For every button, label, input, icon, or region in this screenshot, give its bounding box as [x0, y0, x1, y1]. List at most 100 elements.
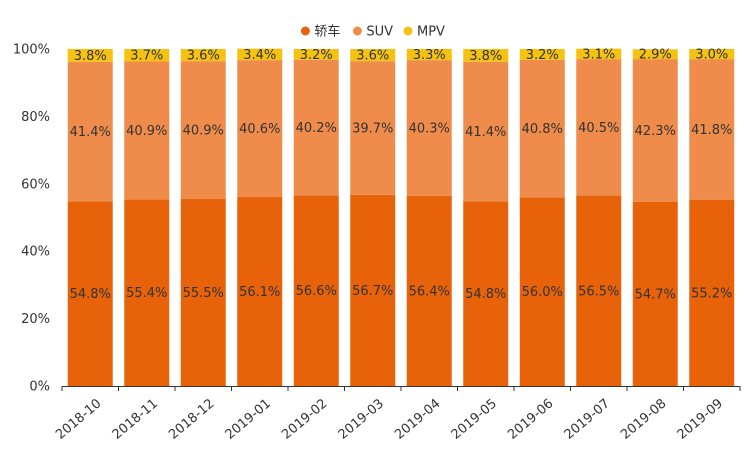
bar-segment[interactable] [632, 49, 678, 60]
bar-segment[interactable] [689, 59, 735, 200]
bar-segment[interactable] [689, 199, 735, 386]
bar-segment[interactable] [237, 48, 283, 61]
bar-segment[interactable] [632, 59, 678, 202]
x-tick-label: 2019-09 [675, 396, 726, 442]
bar-segment[interactable] [519, 49, 565, 60]
y-tick-label: 40% [21, 245, 50, 260]
bar-segment[interactable] [180, 49, 226, 62]
data-label: 3.0% [695, 48, 728, 63]
data-label: 56.5% [578, 284, 619, 299]
x-tick-label: 2019-05 [449, 396, 500, 442]
y-tick-label: 60% [21, 177, 50, 192]
x-axis: 2018-10 2018-11 2018-12 2019-01 2019-02 2019-… [53, 386, 741, 443]
data-label: 3.1% [582, 47, 615, 62]
data-label: 56.7% [352, 284, 393, 299]
data-label: 54.8% [70, 287, 111, 302]
x-tick-label: 2019-02 [279, 396, 330, 442]
bar-segment[interactable] [406, 60, 452, 196]
chart-legend: 轿车 SUV MPV [300, 24, 446, 40]
bar-segment[interactable] [463, 61, 509, 202]
legend-label-0: 轿车 [314, 24, 340, 40]
x-tick-label: 2018-11 [110, 396, 161, 442]
bar-segment[interactable] [180, 198, 226, 386]
data-label: 55.4% [126, 286, 167, 301]
bar-segment[interactable] [67, 201, 113, 386]
bar-segment[interactable] [576, 59, 622, 196]
data-label: 40.6% [239, 122, 280, 137]
data-labels: 54.8% 41.4% 3.8% 55.4% 40.9% 3.7% 55.5% 40.9% 3.… [70, 47, 733, 302]
y-tick-label: 100% [13, 43, 50, 58]
legend-label-2: MPV [417, 25, 445, 40]
y-tick-label: 80% [21, 110, 50, 125]
y-axis: 0% 20% 40% 60% 80% 100% [13, 43, 50, 395]
bar-segment[interactable] [67, 61, 113, 202]
bar-segment[interactable] [350, 61, 396, 195]
x-tick-label: 2019-03 [336, 396, 387, 442]
x-tick-label: 2018-10 [53, 396, 104, 442]
x-tick-label: 2019-06 [505, 396, 556, 442]
data-label: 3.8% [74, 49, 107, 64]
data-label: 56.1% [239, 285, 280, 300]
data-label: 3.7% [130, 49, 163, 64]
data-label: 56.4% [409, 284, 450, 299]
bar-segment[interactable] [67, 49, 113, 62]
bar-segment[interactable] [576, 48, 622, 60]
data-label: 41.4% [465, 125, 506, 140]
data-label: 3.2% [526, 48, 559, 63]
data-label: 40.2% [296, 121, 337, 136]
legend-swatch-2 [403, 26, 413, 36]
data-label: 42.3% [635, 124, 676, 139]
bar-segment[interactable] [350, 194, 396, 386]
bar-segment[interactable] [293, 195, 339, 386]
bar-segment[interactable] [519, 59, 565, 198]
data-label: 40.3% [409, 122, 450, 137]
y-tick-label: 0% [29, 380, 50, 395]
data-label: 2.9% [639, 48, 672, 63]
x-tick-label: 2019-08 [618, 396, 669, 442]
bar-segment[interactable] [237, 60, 283, 197]
data-label: 55.2% [691, 286, 732, 301]
bar-segment[interactable] [350, 49, 396, 62]
bar-segment[interactable] [124, 61, 170, 200]
bar-segment[interactable] [632, 201, 678, 386]
legend-item-1[interactable]: SUV [352, 25, 393, 40]
data-label: 41.8% [691, 123, 732, 138]
data-label: 40.8% [522, 122, 563, 137]
bar-segment[interactable] [576, 195, 622, 386]
bar-segment[interactable] [237, 196, 283, 386]
legend-item-0[interactable]: 轿车 [300, 24, 341, 40]
data-label: 40.9% [183, 124, 224, 139]
chart-bars [67, 48, 735, 386]
legend-swatch-0 [300, 26, 310, 36]
data-label: 56.0% [522, 285, 563, 300]
bar-segment[interactable] [463, 49, 509, 62]
data-label: 54.7% [635, 287, 676, 302]
x-tick-label: 2019-01 [223, 396, 274, 442]
data-label: 3.6% [356, 49, 389, 64]
y-tick-label: 20% [21, 312, 50, 327]
bar-segment[interactable] [124, 199, 170, 386]
bar-segment[interactable] [293, 59, 339, 196]
legend-item-2[interactable]: MPV [403, 25, 446, 40]
bar-segment[interactable] [689, 49, 735, 60]
data-label: 3.2% [300, 48, 333, 63]
x-tick-label: 2019-07 [562, 396, 613, 442]
bar-segment[interactable] [293, 49, 339, 60]
bar-segment[interactable] [406, 195, 452, 386]
bar-segment[interactable] [519, 197, 565, 386]
data-label: 54.8% [465, 287, 506, 302]
data-label: 56.6% [296, 284, 337, 299]
data-label: 39.7% [352, 122, 393, 137]
x-tick-label: 2018-12 [166, 396, 217, 442]
bar-segment[interactable] [406, 49, 452, 61]
data-label: 41.4% [70, 125, 111, 140]
bar-segment[interactable] [124, 49, 170, 62]
x-tick-label: 2019-04 [392, 396, 443, 442]
bar-segment[interactable] [463, 201, 509, 386]
bar-segment[interactable] [180, 61, 226, 199]
data-label: 40.5% [578, 121, 619, 136]
data-label: 55.5% [183, 286, 224, 301]
data-label: 3.3% [413, 48, 446, 63]
